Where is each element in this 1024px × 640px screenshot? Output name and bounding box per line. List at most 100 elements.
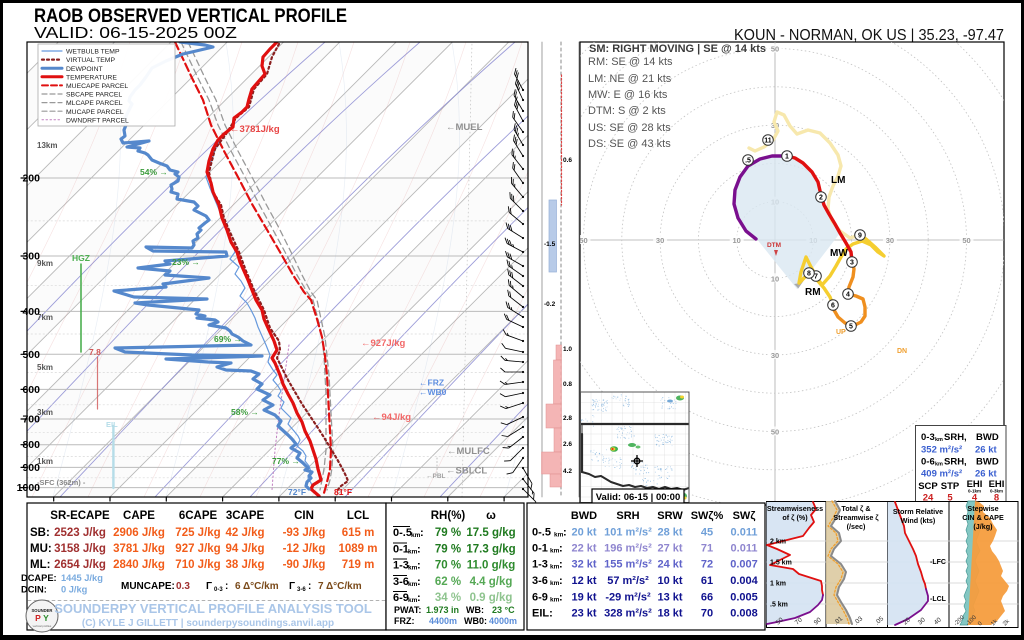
- svg-text:6-9: 6-9: [532, 592, 548, 604]
- svg-text:-12 J/kg: -12 J/kg: [283, 543, 326, 555]
- svg-text:←94J/kg: ←94J/kg: [372, 412, 411, 423]
- svg-text:CIN: CIN: [294, 510, 314, 522]
- svg-text:-90 J/kg: -90 J/kg: [283, 559, 326, 571]
- svg-text:24: 24: [923, 493, 934, 504]
- svg-text:42 J/kg: 42 J/kg: [226, 527, 265, 539]
- svg-text:-0.2: -0.2: [544, 301, 556, 308]
- svg-text:1km: 1km: [37, 457, 53, 466]
- svg-text:RM: SE @ 14 kts: RM: SE @ 14 kts: [588, 56, 673, 68]
- svg-text:4: 4: [846, 292, 850, 299]
- svg-text:←FRZ: ←FRZ: [419, 378, 444, 388]
- svg-text:Streamwiseness: Streamwiseness: [767, 504, 823, 513]
- svg-text:62 %: 62 %: [435, 576, 461, 588]
- svg-text:72: 72: [701, 559, 713, 571]
- svg-text:50: 50: [771, 45, 779, 54]
- svg-text:50: 50: [962, 236, 970, 245]
- svg-text:70: 70: [701, 608, 713, 620]
- svg-text::: :: [420, 527, 424, 539]
- svg-text:57 m²/s²: 57 m²/s²: [607, 575, 649, 587]
- svg-text:-LFC: -LFC: [930, 559, 946, 566]
- svg-text:MUCAPE PARCEL: MUCAPE PARCEL: [66, 109, 124, 116]
- svg-text:2840 J/kg: 2840 J/kg: [113, 559, 165, 571]
- svg-text:DTM: S @ 2 kts: DTM: S @ 2 kts: [588, 105, 666, 117]
- svg-text:DN: DN: [897, 348, 907, 355]
- svg-text:70 %: 70 %: [435, 560, 461, 572]
- svg-text:3km: 3km: [37, 408, 53, 417]
- svg-text:WB0:: WB0:: [464, 616, 487, 626]
- svg-text:SOUNDERPY VERTICAL PROFILE ANA: SOUNDERPY VERTICAL PROFILE ANALYSIS TOOL: [54, 601, 372, 616]
- svg-text:LCL: LCL: [347, 510, 369, 522]
- svg-text:0 J/kg: 0 J/kg: [61, 585, 88, 595]
- svg-text:26 kt: 26 kt: [975, 445, 997, 456]
- svg-text:SCP: SCP: [918, 481, 938, 492]
- svg-text:SRH,: SRH,: [944, 432, 967, 443]
- svg-text:DCIN:: DCIN:: [21, 585, 47, 595]
- svg-text:-SFC (362m) -: -SFC (362m) -: [37, 478, 86, 487]
- svg-text:Y: Y: [43, 613, 49, 623]
- svg-text::: :: [417, 560, 421, 572]
- svg-text:2.6: 2.6: [563, 441, 572, 448]
- svg-text:300: 300: [22, 251, 40, 263]
- svg-text:927 J/kg: 927 J/kg: [175, 543, 220, 555]
- svg-text:←SBLCL: ←SBLCL: [446, 466, 487, 477]
- svg-text:ML:: ML:: [30, 559, 50, 571]
- svg-text:400: 400: [22, 306, 40, 318]
- svg-text:2906 J/kg: 2906 J/kg: [113, 527, 165, 539]
- svg-text:23% →: 23% →: [172, 257, 200, 267]
- svg-text:EIL: EIL: [106, 420, 118, 429]
- svg-text:71: 71: [701, 543, 713, 555]
- svg-text:719 m: 719 m: [342, 559, 375, 571]
- svg-text:VALID: 06-15-2025 00Z: VALID: 06-15-2025 00Z: [34, 25, 237, 42]
- svg-text:28 kt: 28 kt: [657, 527, 682, 539]
- svg-text:2.8: 2.8: [563, 415, 572, 422]
- svg-text:4: 4: [972, 493, 978, 504]
- svg-text:20 kt: 20 kt: [571, 527, 596, 539]
- svg-text:Stepwise: Stepwise: [967, 504, 998, 513]
- svg-text:SRH: SRH: [616, 510, 639, 522]
- svg-text:km: km: [554, 532, 564, 539]
- svg-text:79 %: 79 %: [435, 527, 461, 539]
- svg-text:MW: E @ 16 kts: MW: E @ 16 kts: [588, 89, 668, 101]
- svg-text:SRH,: SRH,: [944, 457, 967, 468]
- svg-text:1445 J/kg: 1445 J/kg: [61, 573, 103, 583]
- svg-text:RM: RM: [805, 287, 821, 298]
- svg-text:WETBULB TEMP: WETBULB TEMP: [66, 49, 120, 56]
- svg-text:61: 61: [701, 575, 713, 587]
- svg-text::: :: [417, 592, 421, 604]
- svg-text:←WB0: ←WB0: [419, 387, 447, 397]
- svg-text:vertical profiles: vertical profiles: [33, 624, 52, 628]
- svg-text:FRZ:: FRZ:: [394, 616, 415, 626]
- svg-text:8: 8: [994, 493, 999, 504]
- svg-text:km: km: [550, 580, 560, 587]
- svg-text:CAPE: CAPE: [123, 510, 155, 522]
- svg-text:←PBL: ←PBL: [426, 473, 446, 480]
- svg-text:9: 9: [858, 233, 862, 240]
- svg-text:3781 J/kg: 3781 J/kg: [113, 543, 165, 555]
- svg-text:725 J/kg: 725 J/kg: [175, 527, 220, 539]
- svg-text:13 kt: 13 kt: [657, 592, 682, 604]
- svg-text:2654 J/kg: 2654 J/kg: [54, 559, 106, 571]
- svg-text:1.973 in: 1.973 in: [426, 605, 459, 615]
- svg-text:30: 30: [771, 351, 779, 360]
- svg-text:9km: 9km: [37, 259, 53, 268]
- svg-text:328 m²/s²: 328 m²/s²: [604, 608, 652, 620]
- svg-text:←3781J/kg: ←3781J/kg: [230, 124, 280, 135]
- svg-text:0-6: 0-6: [921, 457, 935, 468]
- svg-text:←MUEL: ←MUEL: [446, 122, 483, 133]
- svg-text::: :: [559, 575, 563, 587]
- svg-text:EHI: EHI: [967, 479, 983, 490]
- svg-text::: :: [417, 576, 421, 588]
- svg-text:11: 11: [764, 138, 772, 145]
- svg-text:2k: 2k: [1002, 618, 1011, 627]
- svg-text:600: 600: [22, 384, 40, 396]
- svg-text:66: 66: [701, 592, 713, 604]
- svg-text:0-3: 0-3: [214, 587, 223, 593]
- svg-text:0.3: 0.3: [176, 581, 190, 592]
- svg-text:409 m²/s²: 409 m²/s²: [921, 469, 962, 480]
- svg-text:Storm Relative: Storm Relative: [893, 507, 943, 516]
- svg-text:HGZ: HGZ: [72, 253, 90, 263]
- svg-text:DTM: DTM: [767, 242, 781, 249]
- svg-text:352 m²/s²: 352 m²/s²: [921, 445, 962, 456]
- svg-text:.5: .5: [745, 158, 751, 165]
- svg-text:km: km: [408, 597, 418, 604]
